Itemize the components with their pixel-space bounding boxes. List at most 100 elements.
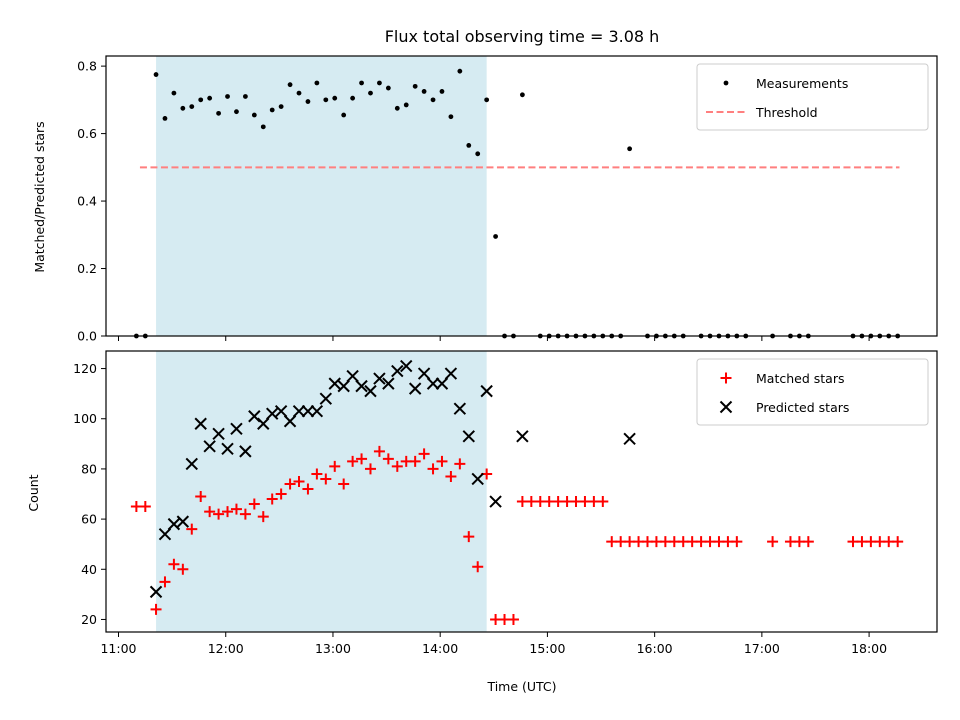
matched-star-point [347,455,359,467]
measurement-point [350,95,356,101]
observing-window [156,351,487,632]
measurement-point [269,107,275,113]
measurement-point [484,97,490,103]
x-tick-label: 14:00 [422,641,458,656]
measurement-point [287,82,293,88]
measurement-point [421,89,427,94]
x-tick-label: 17:00 [744,641,780,656]
matched-star-point [382,453,394,465]
matched-star-point [266,493,278,505]
predicted-star-point [212,427,225,441]
measurement-point [180,105,186,111]
plot-border [105,55,938,337]
measurement-point [171,90,177,96]
matched-star-point [257,511,269,523]
matched-star-point [507,613,519,625]
matched-star-point [418,448,430,460]
predicted-star-point [337,379,350,393]
matched-star-point [445,470,457,482]
y-tick-label: 0.6 [77,126,97,141]
predicted-star-point [274,405,288,418]
predicted-star-point [239,445,252,458]
predicted-star-point [400,359,413,373]
predicted-star-point [265,407,279,420]
matched-star-point [302,483,314,495]
predicted-star-point [489,495,502,508]
predicted-star-point [176,515,190,528]
matched-star-point [195,491,207,503]
y-tick-label: 80 [81,461,97,476]
measurement-point [242,94,248,99]
x-axis-label: Time (UTC) [486,679,556,694]
matched-star-point [213,508,225,520]
measurement-point [305,99,311,104]
matched-star-point [802,536,814,548]
x-tick-label: 15:00 [529,641,565,656]
measurement-point [207,95,213,101]
measurement-point [368,90,373,96]
matched-star-point [597,496,609,508]
predicted-star-point [373,372,386,385]
matched-star-point [454,458,466,470]
predicted-star-point [391,364,404,378]
measurement-point [189,104,195,110]
matched-star-point [293,475,305,487]
matched-star-point [204,506,216,518]
measurement-point [216,110,221,116]
measurement-point [394,105,400,111]
predicted-stars-series [149,359,636,599]
matched-star-point [463,531,475,543]
matched-star-point [248,498,260,510]
matched-star-point [159,576,171,588]
predicted-star-point [623,432,636,446]
predicted-star-point [408,382,422,395]
predicted-star-point [355,379,368,393]
measurement-point [493,234,498,239]
measurement-point [260,124,266,130]
measurement-point [475,151,481,157]
predicted-star-point [364,384,377,398]
matched-star-point [472,561,484,573]
matched-star-point [168,558,180,570]
matched-star-point [222,506,234,518]
legend-box [696,358,929,426]
legend-matched-marker [720,372,732,384]
matched-star-point [436,455,448,467]
measurement-point [278,104,284,110]
bottom-shaded-region [156,351,487,632]
legend-predicted-marker [719,400,733,414]
bottom-axis-ticks: 20 40 60 80 100 120 11:00 12:00 13:00 14:00 15:00 1… [73,361,887,656]
x-tick-label: 13:00 [315,641,351,656]
predicted-star-point [328,377,341,390]
bottom-y-axis-label: Count [26,474,41,511]
matched-star-point [329,460,341,472]
measurement-point [225,94,230,99]
predicted-star-point [167,517,181,531]
measurement-point [430,97,436,103]
predicted-star-point [435,377,449,390]
matched-star-point [311,468,323,480]
measurement-point [359,80,364,86]
measurement-point [332,95,338,101]
x-tick-label: 11:00 [100,641,136,656]
x-tick-label: 16:00 [637,641,673,656]
matched-star-point [731,536,743,548]
top-panel: 0.00.20.40.60.8 Matched/Predicted stars … [32,55,938,344]
predicted-star-point [453,402,467,415]
x-tick-label: 12:00 [208,641,244,656]
measurement-point [385,85,391,91]
top-axis-ticks: 0.0 0.2 0.4 0.6 0.8 [77,59,870,344]
legend-entry-label: Matched stars [756,371,844,386]
measurement-point [251,112,257,118]
predicted-star-point [426,377,440,390]
observing-window [156,56,487,336]
measurement-point [439,89,445,94]
predicted-star-point [221,442,234,456]
y-tick-label: 0.8 [77,59,97,74]
measurement-point [296,90,302,96]
x-tick-label: 18:00 [851,641,887,656]
legend-box [696,63,929,131]
matched-star-point [364,463,376,475]
matched-star-point [139,501,151,513]
